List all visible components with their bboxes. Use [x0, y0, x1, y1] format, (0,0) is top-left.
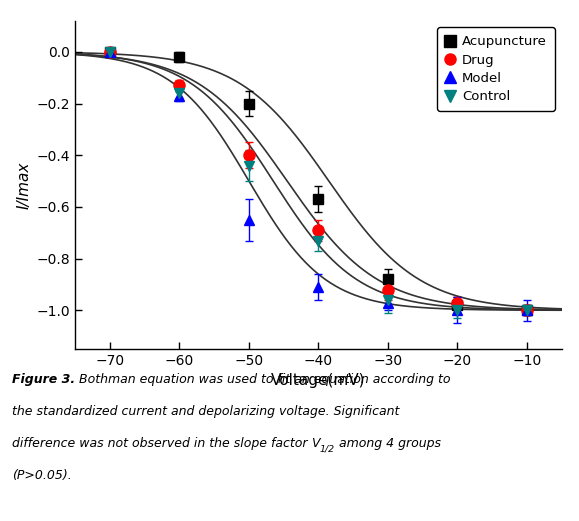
- Text: among 4 groups: among 4 groups: [335, 437, 441, 450]
- Text: the standardized current and depolarizing voltage. Significant: the standardized current and depolarizin…: [12, 405, 399, 418]
- Text: difference was not observed in the slope factor: difference was not observed in the slope…: [12, 437, 311, 450]
- Text: Bothman equation was used to fit an equation according to: Bothman equation was used to fit an equa…: [75, 373, 450, 386]
- Legend: Acupuncture, Drug, Model, Control: Acupuncture, Drug, Model, Control: [437, 28, 555, 111]
- Text: Figure 3.: Figure 3.: [12, 373, 75, 386]
- Text: (P>0.05).: (P>0.05).: [12, 469, 71, 482]
- Text: 1/2: 1/2: [320, 444, 335, 453]
- Y-axis label: I/Imax: I/Imax: [16, 162, 31, 208]
- X-axis label: Voltage(mV): Voltage(mV): [271, 374, 366, 389]
- Text: V: V: [311, 437, 320, 450]
